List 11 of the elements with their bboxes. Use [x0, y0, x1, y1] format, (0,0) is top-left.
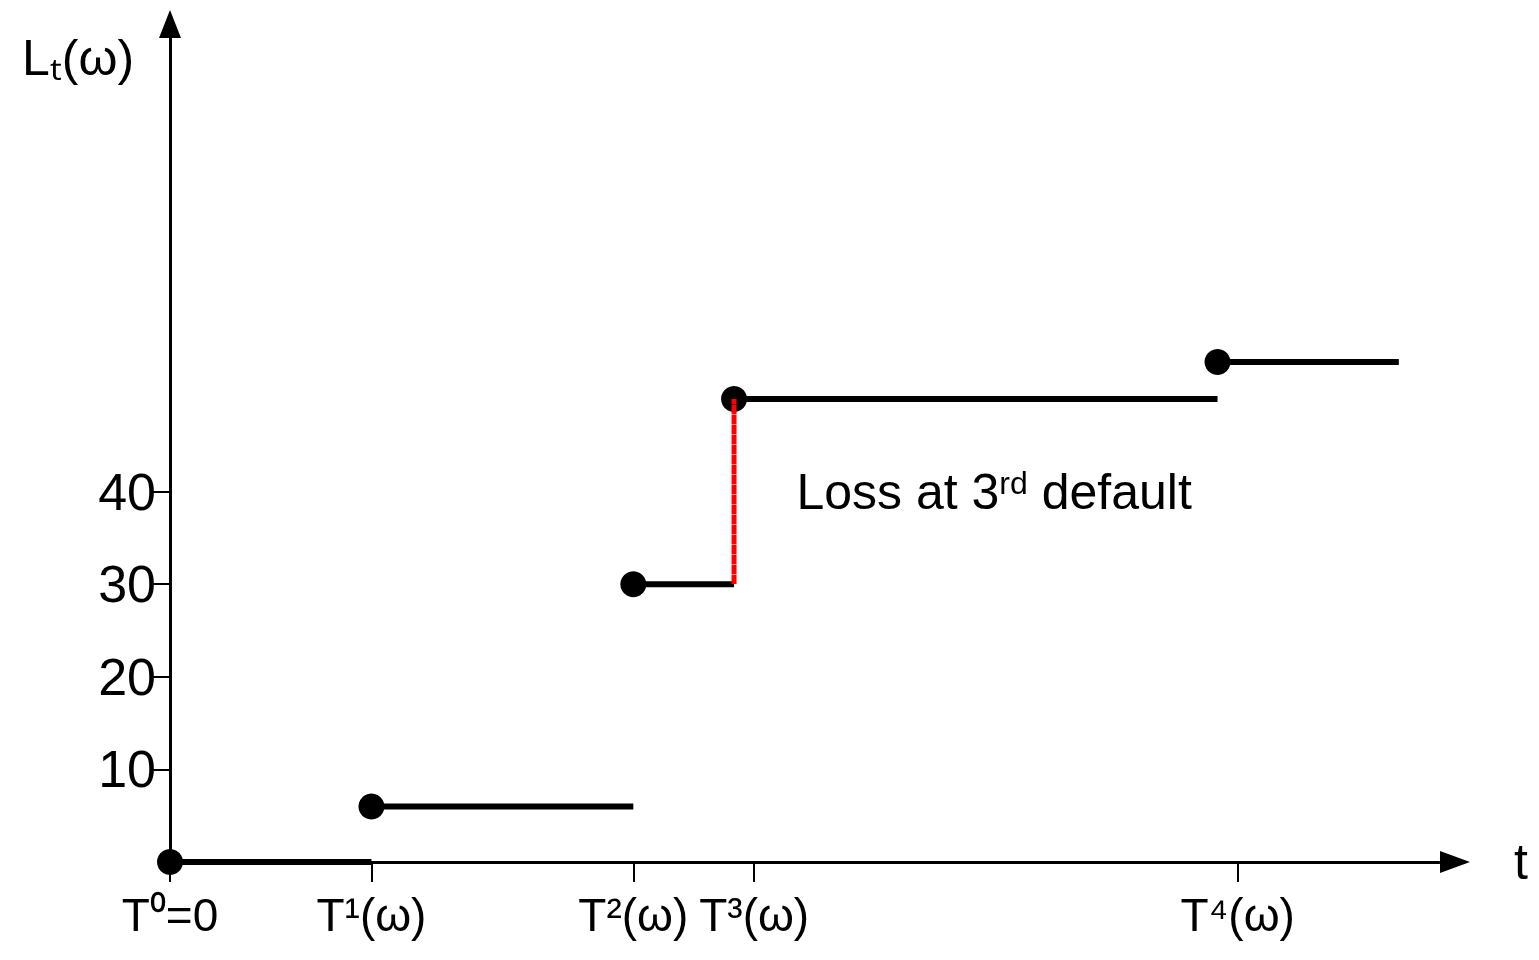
x-axis-title: t [1514, 834, 1529, 890]
x-tick-label: T³(ω) [699, 889, 810, 941]
y-axis-title: Lₜ(ω) [22, 30, 135, 86]
x-tick-label: T¹(ω) [316, 889, 427, 941]
y-tick-label: 20 [98, 647, 156, 706]
x-tick-label: T⁴(ω) [1180, 889, 1295, 941]
y-tick-label: 10 [98, 740, 156, 799]
y-tick-label: 30 [98, 555, 156, 614]
x-tick-label: T²(ω) [578, 889, 689, 941]
y-tick-label: 40 [98, 462, 156, 521]
x-tick-label: T⁰=0 [121, 889, 219, 941]
